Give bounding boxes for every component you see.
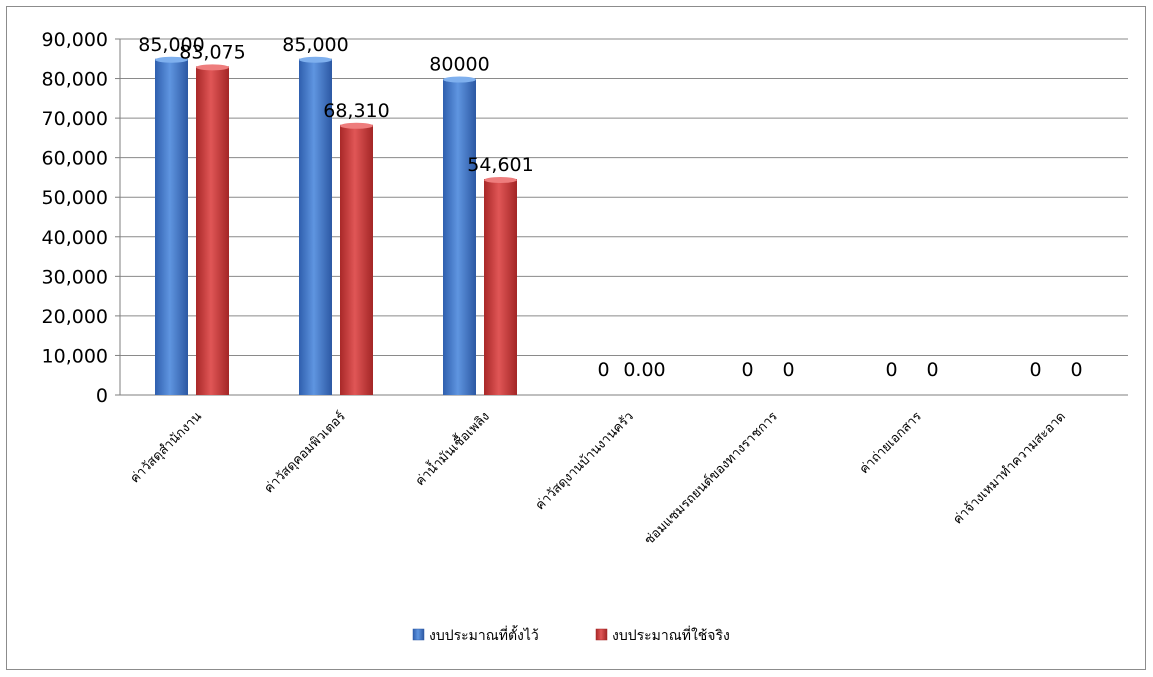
legend-swatch [595,628,608,641]
x-tick-label: ซ่อมแซมรถยนต์ของทางราชการ [641,409,781,549]
y-tick-label: 20,000 [42,306,108,328]
legend-label: งบประมาณที่ตั้งไว้ [429,625,539,644]
bar-cap [155,56,188,63]
bar-budget [443,78,476,396]
bar-cap [443,76,476,83]
y-tick-label: 80,000 [42,69,108,91]
bar-cap [340,122,373,129]
x-tick-label: ค่าวัสดุคอมพิวเตอร์ [261,409,349,497]
data-label: 0 [741,359,753,381]
y-tick-label: 90,000 [42,29,108,51]
gridlines [115,38,1128,396]
data-label: 85,000 [282,34,348,56]
data-label: 0 [1029,359,1041,381]
y-tick-label: 50,000 [42,187,108,209]
y-tick-label: 10,000 [42,345,108,367]
x-axis-ticks: ค่าวัสดุสำนักงาน ค่าวัสดุคอมพิวเตอร์ ค่าน้… [128,407,1069,548]
y-axis-ticks: 0 10,000 20,000 30,000 40,000 50,000 60,000 70,… [42,29,108,407]
y-tick-label: 70,000 [42,108,108,130]
y-tick-label: 0 [96,385,108,407]
data-label: 0 [926,359,938,381]
bar-actual [484,179,517,395]
legend: งบประมาณที่ตั้งไว้ งบประมาณที่ใช้จริง [412,625,730,644]
y-tick-label: 60,000 [42,148,108,170]
data-label: 0 [597,359,609,381]
data-label: 80000 [429,54,489,76]
bars [155,56,517,396]
bar-cap [299,56,332,63]
data-label: 0 [1070,359,1082,381]
x-tick-label: ค่าถ่ายเอกสาร [857,409,925,477]
x-tick-label: ค่าวัสดุสำนักงาน [128,409,205,486]
data-label: 54,601 [467,154,533,176]
bar-cap [484,177,517,184]
x-tick-label: ค่าจ้างเหมาทำความสะอาด [950,409,1068,527]
y-tick-label: 30,000 [42,266,108,288]
bar-budget [299,58,332,396]
legend-swatch [412,628,425,641]
y-tick-label: 40,000 [42,227,108,249]
data-label: 85,000 [138,34,204,56]
data-label: 0.00 [623,359,665,381]
data-label: 83,075 [179,41,245,63]
x-tick-label: ค่าวัสดุงานบ้านงานครัว [533,409,637,513]
x-tick-label: ค่าน้ำมันเชื้อเพลิง [411,407,493,489]
data-label: 0 [885,359,897,381]
bar-actual [196,66,229,396]
bar-cap [196,64,229,71]
data-label: 0 [782,359,794,381]
legend-label: งบประมาณที่ใช้จริง [612,626,730,644]
bar-budget [155,58,188,396]
data-label: 68,310 [323,100,389,122]
bar-actual [340,124,373,396]
